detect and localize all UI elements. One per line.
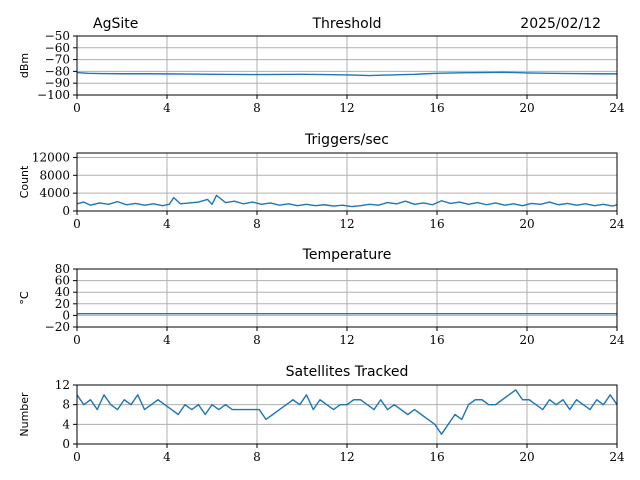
satellites-title: Satellites Tracked — [286, 364, 409, 380]
temperature-y-axis-label: °C — [18, 291, 31, 305]
satellites-y-axis-label: Number — [18, 392, 31, 437]
threshold-x-tick-label: 8 — [253, 101, 261, 115]
threshold-ticks: 0 4 8 12 16 20 24 −100−90−80−70−60−50 — [37, 29, 625, 115]
threshold-x-tick-label: 12 — [339, 101, 354, 115]
triggers-y-tick-label: 0 — [62, 204, 70, 218]
triggers-grid — [76, 153, 618, 212]
triggers-series-line — [76, 194, 618, 208]
temperature-y-tick-label: 40 — [55, 285, 70, 299]
triggers-x-tick-label: 0 — [73, 217, 81, 231]
threshold-x-tick-label: 20 — [519, 101, 534, 115]
satellites-ticks: 0 4 8 12 16 20 24 0 4 8 12 — [55, 378, 625, 464]
triggers-title: Triggers/sec — [304, 132, 389, 148]
satellites-y-tick-label: 0 — [62, 437, 70, 451]
threshold-y-axis-label: dBm — [18, 53, 31, 78]
threshold-series-line — [76, 71, 618, 77]
satellites-x-tick-label: 0 — [73, 450, 81, 464]
temperature-y-tick-label: 20 — [55, 297, 70, 311]
temperature-y-tick-label: 80 — [55, 262, 70, 276]
temperature-x-tick-label: 8 — [253, 333, 261, 347]
threshold-x-tick-label: 0 — [73, 101, 81, 115]
triggers-panel: Triggers/sec Count 0 4 8 12 16 20 24 0 4000 8000 1… — [18, 132, 625, 231]
triggers-x-tick-label: 16 — [429, 217, 444, 231]
threshold-y-tick-label: −100 — [37, 88, 70, 102]
threshold-x-tick-label: 4 — [163, 101, 171, 115]
threshold-y-tick-label: −60 — [45, 41, 70, 55]
satellites-y-tick-label: 8 — [62, 398, 70, 412]
temperature-x-tick-label: 12 — [339, 333, 354, 347]
satellites-x-tick-label: 8 — [253, 450, 261, 464]
temperature-y-tick-label: 60 — [55, 274, 70, 288]
temperature-y-tick-label: 0 — [62, 308, 70, 322]
temperature-x-tick-label: 0 — [73, 333, 81, 347]
temperature-x-tick-label: 4 — [163, 333, 171, 347]
satellites-x-tick-label: 16 — [429, 450, 444, 464]
temperature-x-tick-label: 16 — [429, 333, 444, 347]
triggers-ticks: 0 4 8 12 16 20 24 0 4000 8000 12000 — [32, 150, 625, 231]
threshold-grid — [76, 35, 618, 96]
threshold-x-tick-label: 16 — [429, 101, 444, 115]
triggers-y-tick-label: 4000 — [39, 186, 70, 200]
triggers-x-tick-label: 8 — [253, 217, 261, 231]
threshold-y-tick-label: −80 — [45, 64, 70, 78]
triggers-x-tick-label: 24 — [609, 217, 625, 231]
satellites-y-tick-label: 4 — [62, 417, 70, 431]
satellites-grid — [76, 384, 618, 445]
satellites-series-line — [76, 389, 618, 435]
satellites-x-tick-label: 24 — [609, 450, 625, 464]
threshold-y-tick-label: −50 — [45, 29, 70, 43]
temperature-x-tick-label: 20 — [519, 333, 534, 347]
temperature-x-tick-label: 24 — [609, 333, 625, 347]
satellites-x-tick-label: 12 — [339, 450, 354, 464]
threshold-panel: Threshold dBm 0 4 8 12 16 20 24 −100−90−80−70−6… — [18, 16, 625, 115]
triggers-x-tick-label: 4 — [163, 217, 171, 231]
site-label: AgSite — [93, 16, 138, 32]
date-label: 2025/02/12 — [520, 16, 601, 32]
threshold-y-tick-label: −90 — [45, 76, 70, 90]
temperature-title: Temperature — [302, 247, 392, 263]
threshold-title: Threshold — [312, 16, 382, 32]
temperature-y-tick-label: −20 — [45, 320, 70, 334]
triggers-y-axis-label: Count — [18, 165, 31, 198]
triggers-y-tick-label: 12000 — [32, 150, 70, 164]
triggers-y-tick-label: 8000 — [39, 168, 70, 182]
threshold-y-tick-label: −70 — [45, 53, 70, 67]
temperature-grid — [76, 268, 618, 328]
threshold-x-tick-label: 24 — [609, 101, 625, 115]
satellites-y-tick-label: 12 — [55, 378, 70, 392]
satellites-panel: Satellites Tracked Number 0 4 8 12 16 20 24 0 4 8… — [18, 364, 625, 464]
triggers-x-tick-label: 12 — [339, 217, 354, 231]
satellites-x-tick-label: 4 — [163, 450, 171, 464]
satellites-x-tick-label: 20 — [519, 450, 534, 464]
triggers-x-tick-label: 20 — [519, 217, 534, 231]
